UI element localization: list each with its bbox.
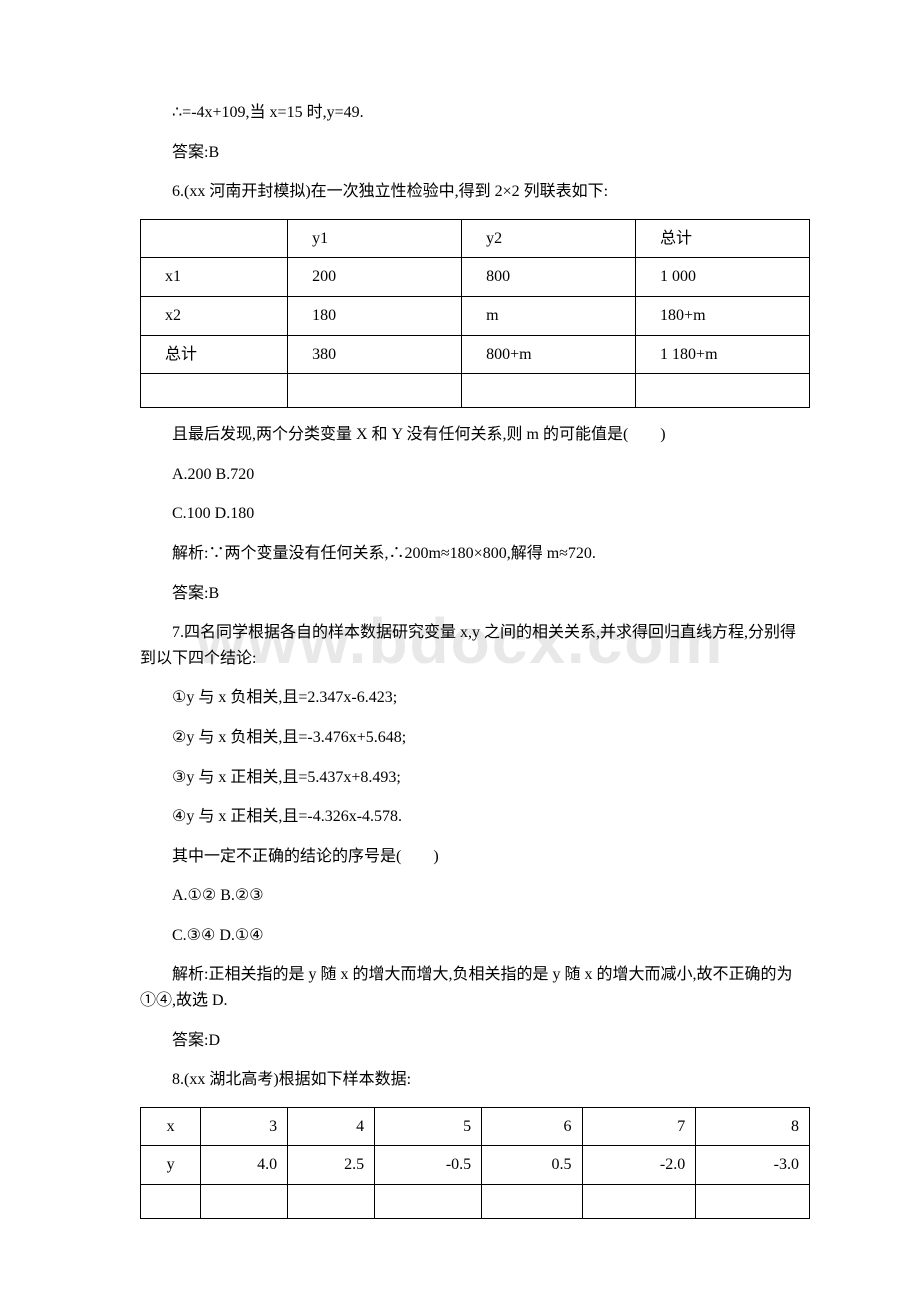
answer-7: 答案:D: [140, 1028, 810, 1054]
cell-header: 总计: [636, 219, 810, 258]
q6-option-cd: C.100 D.180: [140, 501, 810, 527]
cell-header: y1: [288, 219, 462, 258]
q7-option-ab: A.①② B.②③: [140, 883, 810, 909]
cell: 8: [696, 1107, 810, 1146]
contingency-table: y1 y2 总计 x1 200 800 1 000 x2 180 m 180+m…: [140, 219, 810, 408]
cell: 3: [201, 1107, 288, 1146]
line-deriv: ∴=-4x+109,当 x=15 时,y=49.: [140, 100, 810, 126]
cell: 180+m: [636, 296, 810, 335]
cell: 200: [288, 258, 462, 297]
q7-item-2: ②y 与 x 负相关,且=-3.476x+5.648;: [140, 725, 810, 751]
sample-data-table: x 3 4 5 6 7 8 y 4.0 2.5 -0.5 0.5 -2.0 -3…: [140, 1107, 810, 1219]
cell: 800+m: [462, 335, 636, 374]
q7-item-1: ①y 与 x 负相关,且=2.347x-6.423;: [140, 685, 810, 711]
cell: [288, 1185, 375, 1219]
answer-5: 答案:B: [140, 140, 810, 166]
table-row: x1 200 800 1 000: [141, 258, 810, 297]
cell: -3.0: [696, 1146, 810, 1185]
cell-header: x: [141, 1107, 201, 1146]
cell: 4: [288, 1107, 375, 1146]
cell: [141, 1185, 201, 1219]
q6-option-ab: A.200 B.720: [140, 462, 810, 488]
cell: [696, 1185, 810, 1219]
cell: [582, 1185, 696, 1219]
q8-intro: 8.(xx 湖北高考)根据如下样本数据:: [140, 1067, 810, 1093]
cell: 1 180+m: [636, 335, 810, 374]
cell: 800: [462, 258, 636, 297]
cell: [201, 1185, 288, 1219]
table-row: y1 y2 总计: [141, 219, 810, 258]
q6-stem: 且最后发现,两个分类变量 X 和 Y 没有任何关系,则 m 的可能值是( ): [140, 422, 810, 448]
q6-intro: 6.(xx 河南开封模拟)在一次独立性检验中,得到 2×2 列联表如下:: [140, 179, 810, 205]
cell: [636, 374, 810, 408]
cell: 总计: [141, 335, 288, 374]
table-row: 总计 380 800+m 1 180+m: [141, 335, 810, 374]
cell: -2.0: [582, 1146, 696, 1185]
cell-header: y: [141, 1146, 201, 1185]
cell: -0.5: [375, 1146, 482, 1185]
table-row: [141, 1185, 810, 1219]
cell-blank: [141, 219, 288, 258]
cell: x2: [141, 296, 288, 335]
q7-option-cd: C.③④ D.①④: [140, 923, 810, 949]
cell: 5: [375, 1107, 482, 1146]
cell: 1 000: [636, 258, 810, 297]
table-row: x2 180 m 180+m: [141, 296, 810, 335]
table-row: y 4.0 2.5 -0.5 0.5 -2.0 -3.0: [141, 1146, 810, 1185]
cell: [288, 374, 462, 408]
table-row: x 3 4 5 6 7 8: [141, 1107, 810, 1146]
answer-6: 答案:B: [140, 581, 810, 607]
cell: m: [462, 296, 636, 335]
cell: 4.0: [201, 1146, 288, 1185]
q7-intro: 7.四名同学根据各自的样本数据研究变量 x,y 之间的相关关系,并求得回归直线方…: [140, 620, 810, 671]
cell: x1: [141, 258, 288, 297]
q7-item-3: ③y 与 x 正相关,且=5.437x+8.493;: [140, 765, 810, 791]
q6-solution: 解析:∵两个变量没有任何关系,∴200m≈180×800,解得 m≈720.: [140, 541, 810, 567]
q7-stem: 其中一定不正确的结论的序号是( ): [140, 844, 810, 870]
cell: 2.5: [288, 1146, 375, 1185]
cell: 7: [582, 1107, 696, 1146]
cell: 6: [482, 1107, 582, 1146]
q7-item-4: ④y 与 x 正相关,且=-4.326x-4.578.: [140, 804, 810, 830]
cell: 180: [288, 296, 462, 335]
cell: [375, 1185, 482, 1219]
cell: [462, 374, 636, 408]
q7-solution: 解析:正相关指的是 y 随 x 的增大而增大,负相关指的是 y 随 x 的增大而…: [140, 962, 810, 1013]
cell: 0.5: [482, 1146, 582, 1185]
cell-header: y2: [462, 219, 636, 258]
cell: [141, 374, 288, 408]
cell: 380: [288, 335, 462, 374]
table-row: [141, 374, 810, 408]
cell: [482, 1185, 582, 1219]
